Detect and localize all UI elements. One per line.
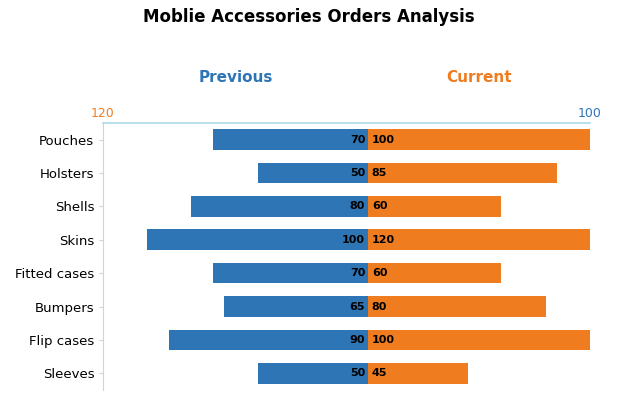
Text: 100: 100 xyxy=(342,235,365,245)
Bar xyxy=(258,162,368,183)
Bar xyxy=(368,162,557,183)
Text: 70: 70 xyxy=(350,268,365,278)
Text: Current: Current xyxy=(447,70,512,85)
Text: 90: 90 xyxy=(350,335,365,345)
Text: 80: 80 xyxy=(350,201,365,211)
Text: 85: 85 xyxy=(372,168,387,178)
Text: 80: 80 xyxy=(372,301,387,311)
Text: 60: 60 xyxy=(372,268,387,278)
Text: 60: 60 xyxy=(372,201,387,211)
Bar xyxy=(368,263,502,284)
Bar xyxy=(368,196,502,217)
Text: Moblie Accessories Orders Analysis: Moblie Accessories Orders Analysis xyxy=(143,8,474,26)
Text: 45: 45 xyxy=(372,368,387,378)
Text: 100: 100 xyxy=(372,335,395,345)
Bar xyxy=(213,263,368,284)
Bar xyxy=(368,330,590,350)
Bar xyxy=(258,363,368,384)
Bar xyxy=(191,196,368,217)
Bar xyxy=(368,129,590,150)
Text: Previous: Previous xyxy=(198,70,273,85)
Bar xyxy=(169,330,368,350)
Bar xyxy=(225,296,368,317)
Bar xyxy=(368,229,617,250)
Text: 65: 65 xyxy=(350,301,365,311)
Bar xyxy=(213,129,368,150)
Bar xyxy=(368,363,468,384)
Text: 50: 50 xyxy=(350,368,365,378)
Text: 70: 70 xyxy=(350,134,365,145)
Bar xyxy=(147,229,368,250)
Bar xyxy=(368,296,546,317)
Text: 50: 50 xyxy=(350,168,365,178)
Text: 100: 100 xyxy=(372,134,395,145)
Text: 120: 120 xyxy=(372,235,395,245)
